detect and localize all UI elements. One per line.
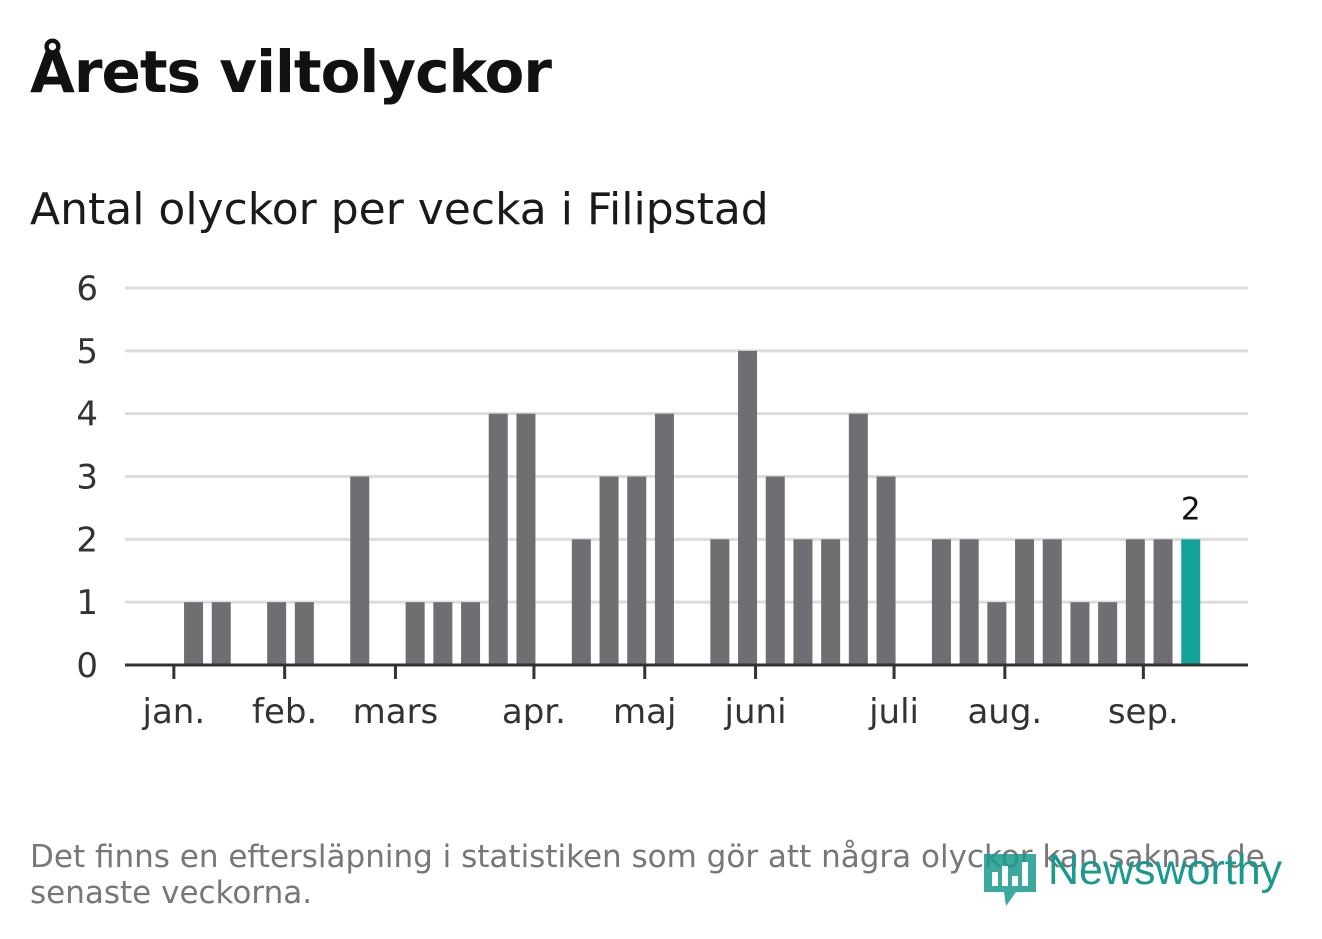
bar (433, 602, 453, 665)
bar (821, 539, 841, 665)
bar (738, 350, 758, 665)
last-value-label: 2 (1181, 491, 1201, 527)
x-tick-label: mars (353, 692, 439, 732)
bar (350, 476, 370, 665)
bar (627, 476, 647, 665)
y-tick-label: 3 (76, 458, 98, 498)
chart-subtitle: Antal olyckor per vecka i Filipstad (30, 184, 769, 235)
bar (488, 413, 508, 665)
bar (184, 602, 204, 665)
x-tick-label: juni (724, 692, 787, 732)
bar (710, 539, 730, 665)
bar (405, 602, 425, 665)
bar (1042, 539, 1062, 665)
x-axis-month-labels: jan. feb. mars apr. maj juni juli aug. sep. (142, 665, 1179, 732)
bar (959, 539, 979, 665)
footnote: Det finns en eftersläpning i statistiken… (30, 839, 1265, 911)
bar-chart: 0 1 2 3 4 5 6 jan. feb. mars apr. maj juni juli aug. s… (76, 269, 1248, 732)
newsworthy-logo-icon (984, 854, 1036, 906)
bar (461, 602, 481, 665)
y-tick-label: 5 (76, 332, 98, 372)
bar (1098, 602, 1118, 665)
bar (793, 539, 813, 665)
bar (765, 476, 785, 665)
bar (1015, 539, 1035, 665)
bar (516, 413, 536, 665)
bar (294, 602, 314, 665)
bar (1125, 539, 1145, 665)
bar (599, 476, 619, 665)
bar (211, 602, 231, 665)
x-tick-label: juli (868, 692, 919, 732)
bar (931, 539, 951, 665)
chart-title: Årets viltolyckor (30, 38, 552, 106)
x-tick-label: aug. (967, 692, 1042, 732)
brand-name: Newsworthy (1048, 846, 1283, 894)
gridlines (125, 286, 1248, 604)
bar (1181, 539, 1201, 665)
x-tick-label: maj (613, 692, 676, 732)
bar (654, 413, 674, 665)
y-axis-ticks: 0 1 2 3 4 5 6 (76, 269, 98, 686)
bars (184, 350, 1201, 665)
bar (848, 413, 868, 665)
bar (267, 602, 287, 665)
y-tick-label: 6 (76, 269, 98, 309)
x-tick-label: jan. (142, 692, 206, 732)
bar (1070, 602, 1090, 665)
bar (987, 602, 1007, 665)
x-tick-label: apr. (502, 692, 566, 732)
bar (571, 539, 591, 665)
bar (1153, 539, 1173, 665)
y-tick-label: 4 (76, 395, 98, 435)
y-tick-label: 2 (76, 520, 98, 560)
y-tick-label: 0 (76, 646, 98, 686)
y-tick-label: 1 (76, 583, 98, 623)
bar (876, 476, 896, 665)
x-tick-label: sep. (1108, 692, 1179, 732)
x-tick-label: feb. (252, 692, 317, 732)
